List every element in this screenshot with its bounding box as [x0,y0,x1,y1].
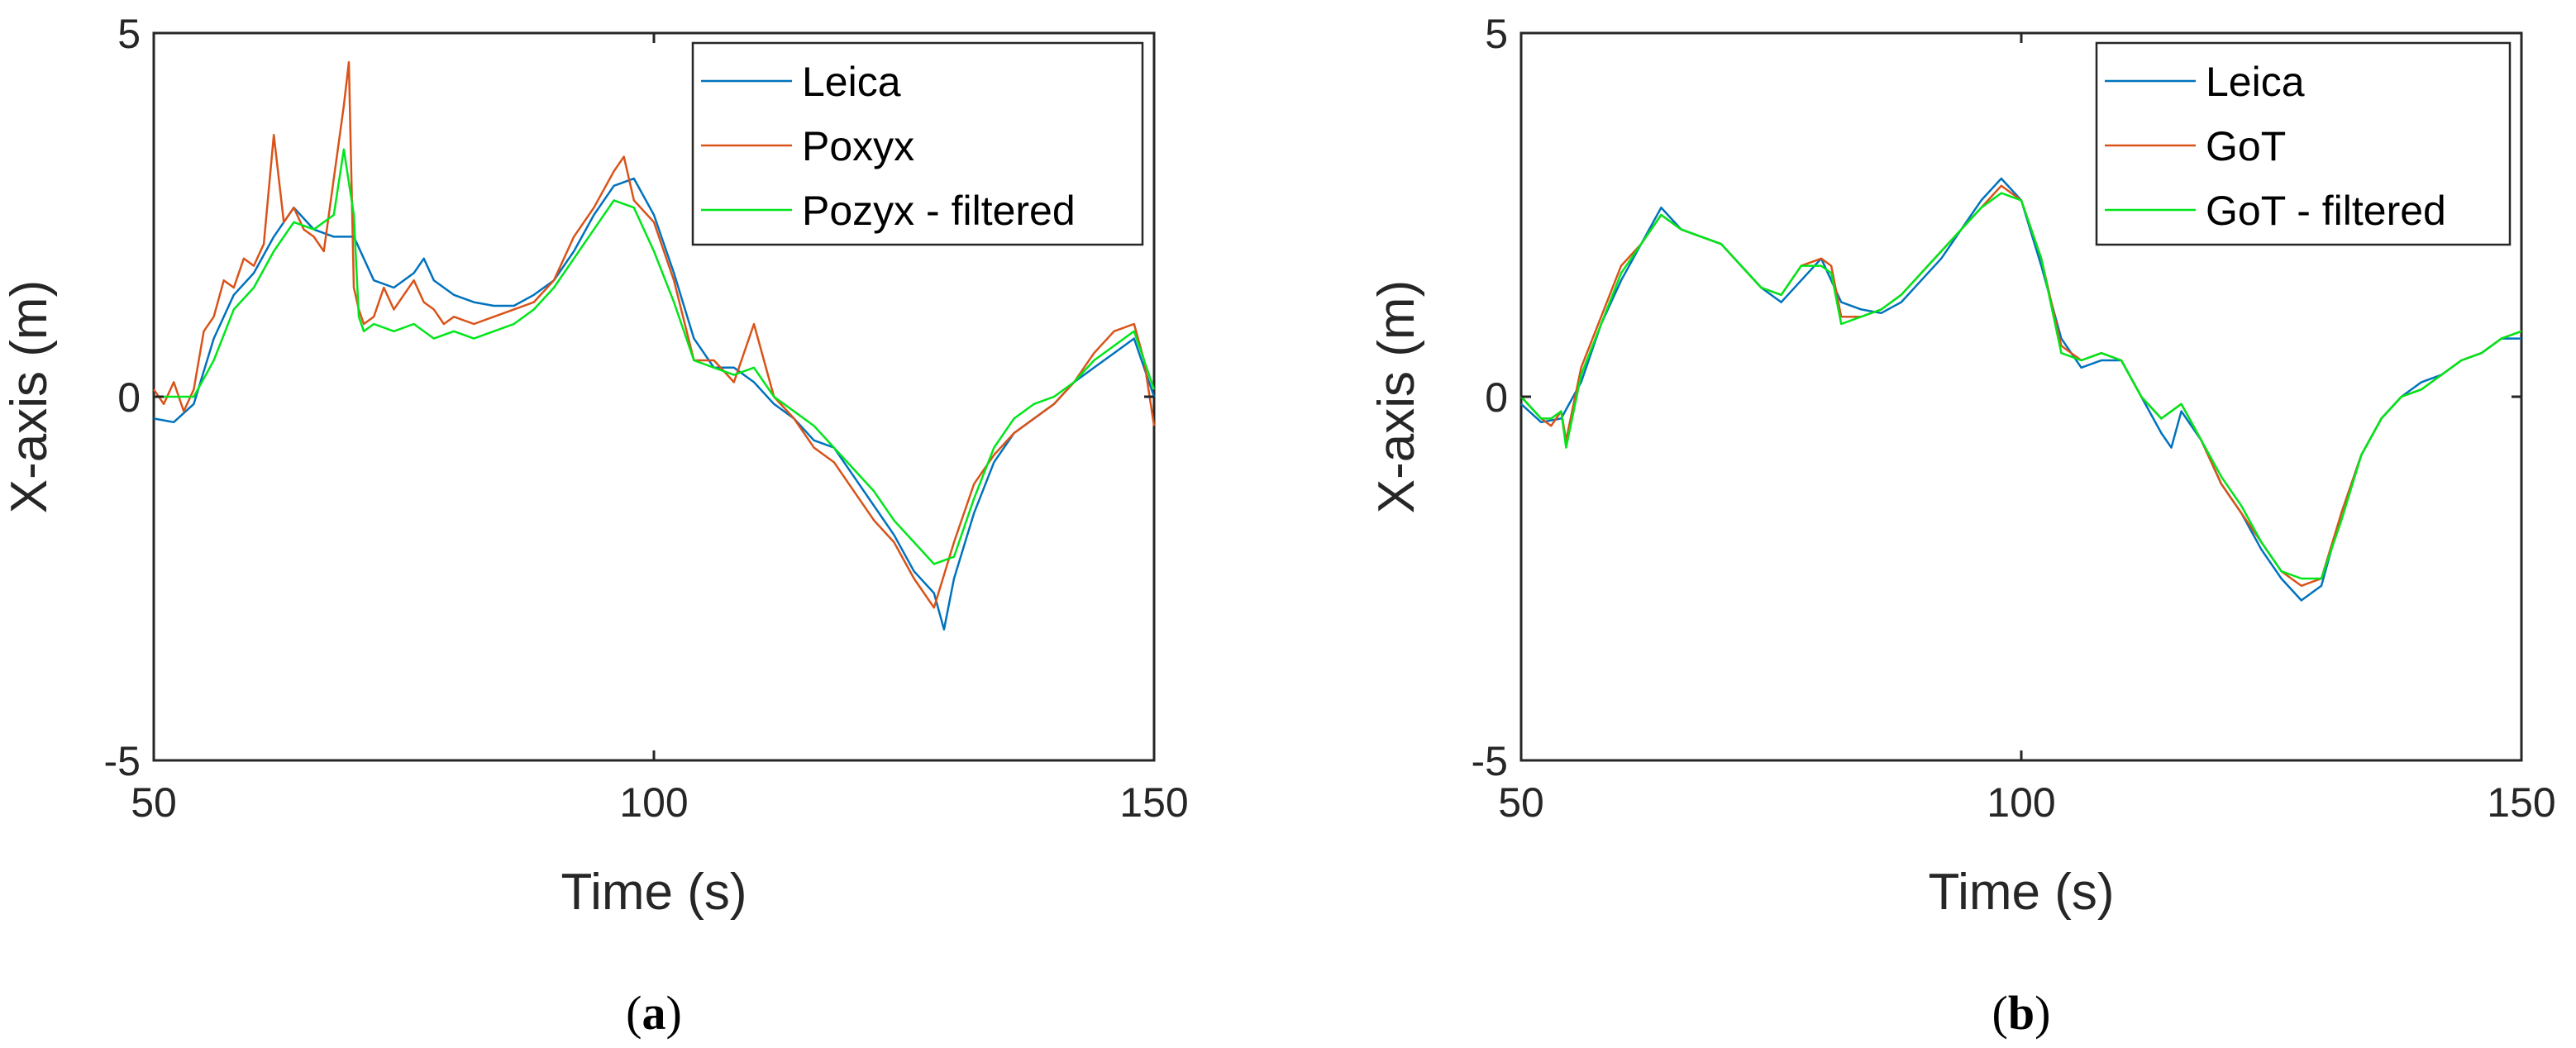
legend-box [691,41,1144,246]
tick-layer: 50 100 150 -5 0 5 [1472,11,2556,826]
y-axis-label: X-axis (m) [1368,280,1425,513]
x-axis-label: Time (s) [561,864,747,921]
x-tick-label: 150 [2487,779,2555,826]
panel-a: 50 100 150 -5 0 5 Time (s) X-axis (m) Leica Po… [1,11,1189,921]
caption-b-letter: b [2008,986,2035,1040]
legend-box [2095,41,2512,246]
series-line-pozyx-filtered [154,148,1156,565]
legend-entry: Leica [2206,59,2305,105]
series-line-got-filtered [1520,192,2522,580]
panel-b: 50 100 150 -5 0 5 Time (s) X-axis (m) Leica Go… [1368,11,2556,921]
legend-entry: GoT [2206,123,2286,169]
series-line-poxyx [152,60,1156,609]
caption-a: (a) [626,986,682,1040]
y-tick-label: 0 [117,374,141,421]
y-tick-label: 0 [1485,374,1508,421]
caption-a-letter: a [642,986,666,1040]
legend-entry: GoT - filtered [2206,188,2446,234]
x-tick-label: 100 [619,779,688,826]
series-layer [1520,177,2522,602]
y-axis-label: X-axis (m) [1,280,58,513]
legend: Leica GoT GoT - filtered [2095,41,2512,246]
legend: Leica Poxyx Pozyx - filtered [691,41,1144,246]
y-tick-label: -5 [1472,738,1508,784]
legend-entry: Pozyx - filtered [802,188,1076,234]
x-tick-label: 50 [131,779,177,826]
y-tick-label: 5 [117,11,141,57]
caption-b: (b) [1992,986,2051,1040]
legend-entry: Leica [802,59,901,105]
x-tick-label: 150 [1119,779,1188,826]
series-layer [152,60,1156,631]
x-axis-label: Time (s) [1929,864,2115,921]
y-tick-label: -5 [104,738,141,784]
y-tick-label: 5 [1485,11,1508,57]
tick-layer: 50 100 150 -5 0 5 [104,11,1189,826]
x-tick-label: 100 [1987,779,2055,826]
x-tick-label: 50 [1498,779,1544,826]
legend-entry: Poxyx [802,123,914,169]
